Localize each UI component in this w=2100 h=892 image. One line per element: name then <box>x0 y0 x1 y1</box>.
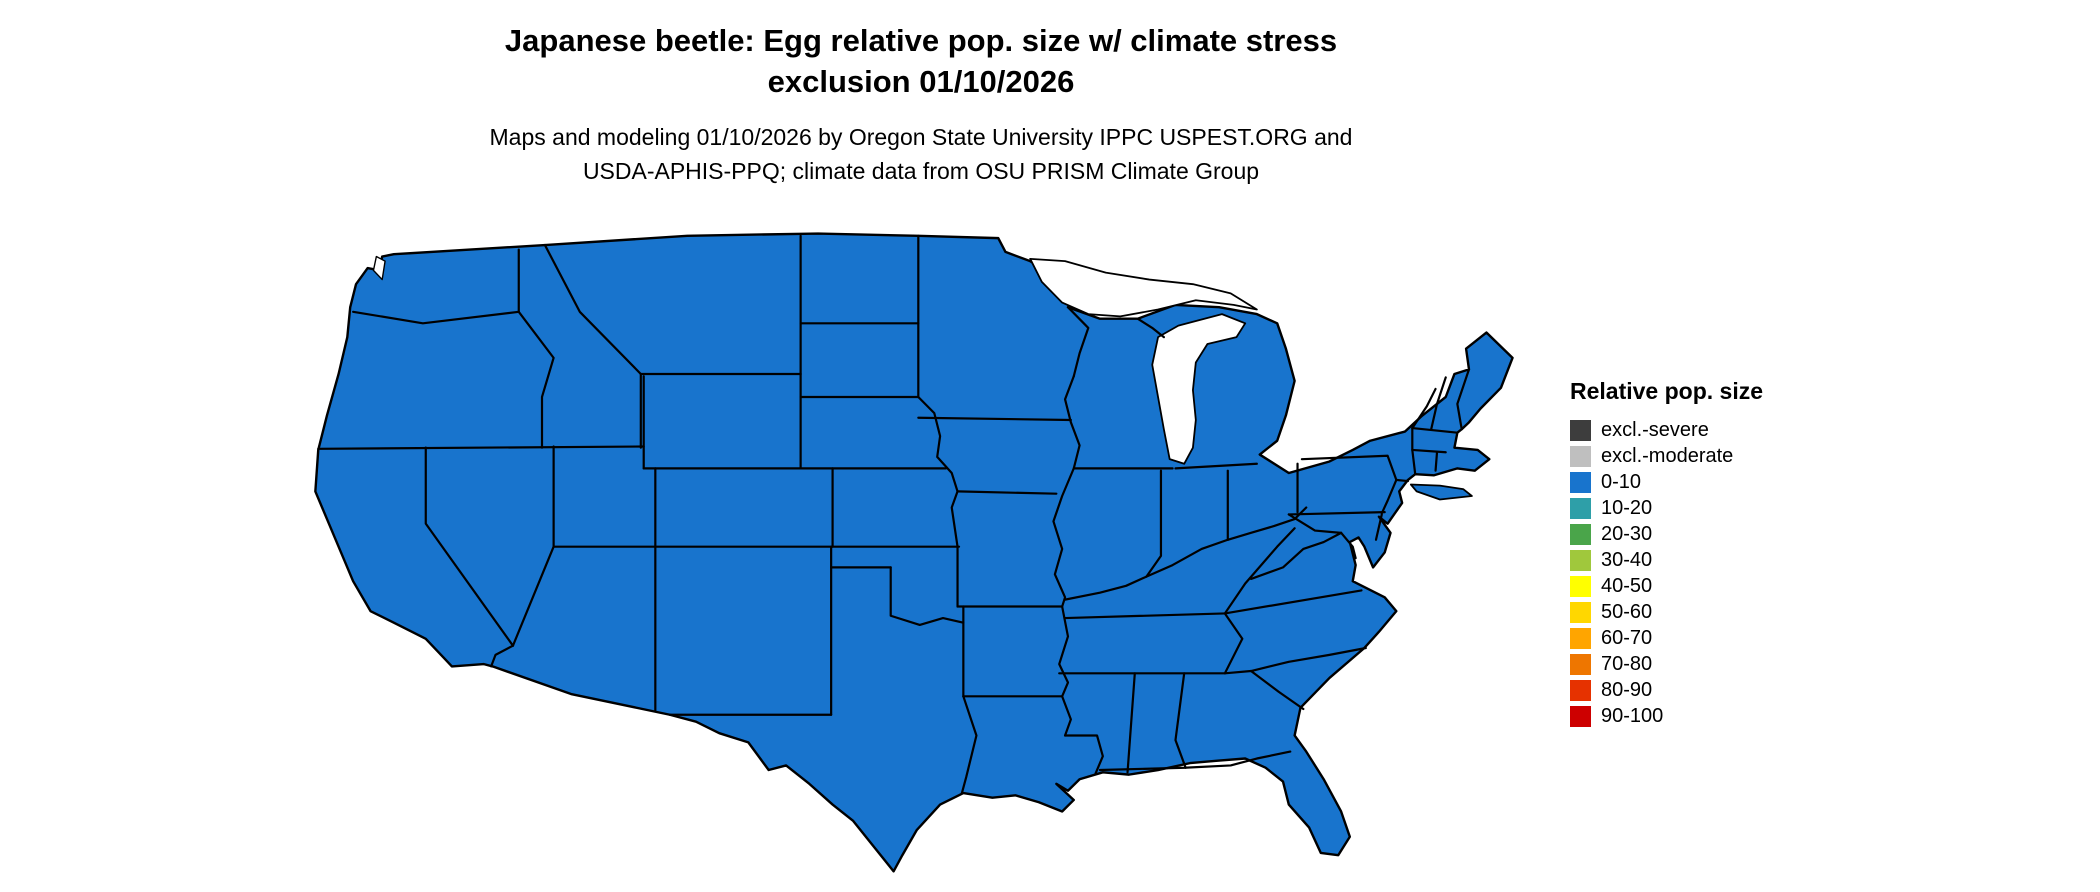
legend-item: 80-90 <box>1570 677 1890 703</box>
subtitle-line-2: USDA-APHIS-PPQ; climate data from OSU PR… <box>582 158 1260 184</box>
legend-item-label: 0-10 <box>1601 470 1642 493</box>
legend-item-label: 70-80 <box>1601 652 1653 675</box>
legend-item-label: 90-100 <box>1601 704 1664 727</box>
legend-item-label: 60-70 <box>1601 626 1653 649</box>
us-landmass <box>315 234 1512 872</box>
legend-item-label: 80-90 <box>1601 678 1653 701</box>
state-borders <box>318 236 1469 793</box>
puget-sound <box>373 257 385 280</box>
lake-superior <box>1030 259 1257 317</box>
great-lakes <box>373 257 1256 464</box>
title-line-2: exclusion 01/10/2026 <box>767 64 1075 99</box>
legend-color-swatch <box>1570 575 1591 597</box>
legend-item-label: 20-30 <box>1601 522 1653 545</box>
legend-item: 60-70 <box>1570 625 1890 651</box>
legend-item-label: excl.-moderate <box>1601 444 1734 467</box>
legend-item: 20-30 <box>1570 521 1890 547</box>
legend-item-label: excl.-severe <box>1601 418 1709 441</box>
us-map <box>295 222 1530 884</box>
legend-item: excl.-moderate <box>1570 443 1890 469</box>
legend-color-swatch <box>1570 705 1591 727</box>
subtitle-line-1: Maps and modeling 01/10/2026 by Oregon S… <box>489 124 1353 150</box>
legend-color-swatch <box>1570 653 1591 675</box>
legend-color-swatch <box>1570 471 1591 493</box>
legend-color-swatch <box>1570 497 1591 519</box>
legend-color-swatch <box>1570 523 1591 545</box>
legend-item: 90-100 <box>1570 703 1890 729</box>
us-map-svg <box>295 222 1530 884</box>
legend-item: 70-80 <box>1570 651 1890 677</box>
legend-color-swatch <box>1570 549 1591 571</box>
legend-item-label: 50-60 <box>1601 600 1653 623</box>
legend-item-label: 10-20 <box>1601 496 1653 519</box>
legend-color-swatch <box>1570 679 1591 701</box>
title-line-1: Japanese beetle: Egg relative pop. size … <box>504 23 1338 58</box>
legend-title: Relative pop. size <box>1570 378 1764 404</box>
legend-color-swatch <box>1570 419 1591 441</box>
legend-item: 30-40 <box>1570 547 1890 573</box>
long-island <box>1411 484 1472 499</box>
legend-item-label: 30-40 <box>1601 548 1653 571</box>
legend-color-swatch <box>1570 601 1591 623</box>
lake-michigan <box>1152 314 1245 464</box>
legend-item: 50-60 <box>1570 599 1890 625</box>
legend-item-label: 40-50 <box>1601 574 1653 597</box>
legend: Relative pop. size excl.-severe excl.-mod… <box>1570 378 1890 729</box>
legend-items: excl.-severe excl.-moderate 0-10 10-20 20-30… <box>1570 417 1890 729</box>
legend-item: excl.-severe <box>1570 417 1890 443</box>
legend-item: 0-10 <box>1570 469 1890 495</box>
legend-item: 10-20 <box>1570 495 1890 521</box>
legend-color-swatch <box>1570 445 1591 467</box>
map-attribution: Maps and modeling 01/10/2026 by Oregon S… <box>0 120 1842 188</box>
page-title: Japanese beetle: Egg relative pop. size … <box>0 20 1842 102</box>
legend-color-swatch <box>1570 627 1591 649</box>
legend-item: 40-50 <box>1570 573 1890 599</box>
